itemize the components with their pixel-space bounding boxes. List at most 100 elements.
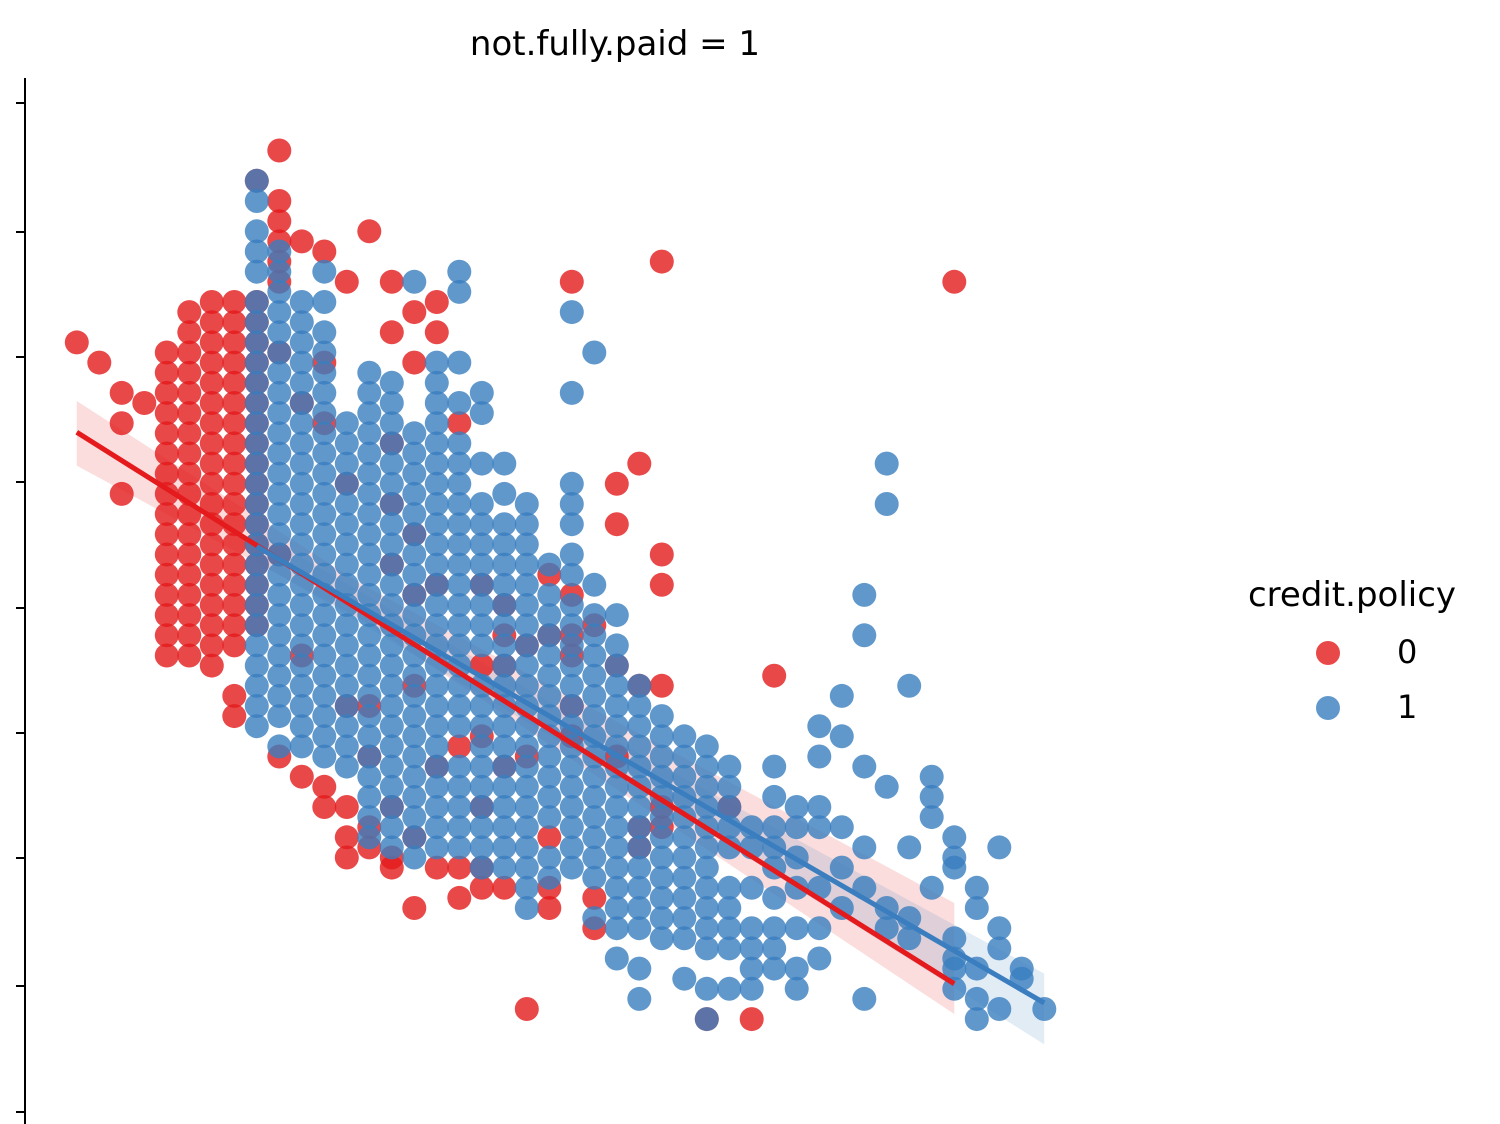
point-series-0 bbox=[267, 189, 292, 213]
point-series-1 bbox=[559, 673, 584, 698]
point-series-1 bbox=[717, 936, 742, 961]
point-series-1 bbox=[334, 451, 359, 476]
point-series-0 bbox=[177, 461, 202, 486]
point-series-1 bbox=[447, 259, 472, 284]
point-series-1 bbox=[267, 481, 292, 506]
point-series-1 bbox=[379, 370, 404, 395]
point-series-1 bbox=[267, 734, 292, 759]
point-series-1 bbox=[289, 512, 314, 537]
point-series-0 bbox=[537, 825, 562, 850]
point-series-1 bbox=[379, 815, 404, 840]
point-series-1 bbox=[447, 613, 472, 638]
point-series-1 bbox=[402, 562, 427, 587]
point-series-1 bbox=[919, 805, 944, 830]
point-series-1 bbox=[357, 502, 382, 527]
point-series-1 bbox=[717, 896, 742, 920]
point-series-0 bbox=[222, 613, 247, 638]
point-series-1 bbox=[244, 239, 269, 264]
point-series-0 bbox=[492, 875, 517, 900]
point-series-1 bbox=[289, 532, 314, 557]
point-series-0 bbox=[109, 411, 134, 436]
point-series-1 bbox=[447, 552, 472, 577]
point-series-1 bbox=[312, 724, 337, 749]
point-series-1 bbox=[402, 825, 427, 850]
point-series-1 bbox=[469, 633, 494, 658]
point-series-1 bbox=[649, 926, 674, 951]
point-series-1 bbox=[424, 795, 449, 819]
point-series-1 bbox=[672, 906, 697, 931]
point-series-1 bbox=[424, 411, 449, 436]
point-series-1 bbox=[537, 683, 562, 708]
point-series-1 bbox=[492, 795, 517, 819]
point-series-1 bbox=[919, 875, 944, 900]
point-series-1 bbox=[312, 522, 337, 547]
point-series-1 bbox=[672, 926, 697, 951]
point-series-1 bbox=[514, 492, 539, 516]
point-series-0 bbox=[199, 391, 224, 415]
regression-lines bbox=[75, 430, 1046, 1006]
point-series-1 bbox=[447, 572, 472, 597]
point-series-1 bbox=[447, 815, 472, 840]
point-series-1 bbox=[424, 694, 449, 718]
point-series-1 bbox=[379, 774, 404, 799]
point-series-1 bbox=[244, 714, 269, 739]
point-series-1 bbox=[514, 552, 539, 577]
point-series-0 bbox=[154, 562, 179, 587]
point-series-1 bbox=[492, 734, 517, 759]
point-series-1 bbox=[424, 350, 449, 375]
point-series-1 bbox=[559, 471, 584, 496]
point-series-0 bbox=[199, 593, 224, 617]
point-series-1 bbox=[694, 936, 719, 961]
point-series-1 bbox=[357, 562, 382, 587]
point-series-1 bbox=[964, 896, 989, 920]
point-series-1 bbox=[762, 916, 787, 941]
point-series-1 bbox=[582, 825, 607, 850]
point-series-1 bbox=[582, 764, 607, 789]
point-series-1 bbox=[357, 441, 382, 466]
point-series-1 bbox=[537, 865, 562, 890]
point-series-1 bbox=[334, 694, 359, 718]
point-series-1 bbox=[717, 754, 742, 779]
point-series-1 bbox=[514, 855, 539, 880]
point-series-1 bbox=[244, 694, 269, 718]
point-series-1 bbox=[649, 906, 674, 931]
point-series-0 bbox=[177, 582, 202, 607]
point-series-1 bbox=[492, 633, 517, 658]
point-series-0 bbox=[604, 512, 629, 537]
point-series-1 bbox=[424, 815, 449, 840]
point-series-1 bbox=[244, 552, 269, 577]
point-series-1 bbox=[559, 653, 584, 678]
point-series-1 bbox=[267, 502, 292, 527]
point-series-1 bbox=[267, 704, 292, 729]
regression-line-0 bbox=[75, 430, 956, 986]
point-series-1 bbox=[379, 633, 404, 658]
point-series-1 bbox=[627, 714, 652, 739]
point-series-0 bbox=[177, 421, 202, 446]
point-series-1 bbox=[514, 532, 539, 557]
point-series-1 bbox=[942, 855, 967, 880]
point-series-1 bbox=[379, 572, 404, 597]
point-series-1 bbox=[447, 593, 472, 617]
point-series-1 bbox=[514, 633, 539, 658]
point-series-1 bbox=[852, 582, 877, 607]
point-series-1 bbox=[694, 835, 719, 860]
point-series-0 bbox=[177, 401, 202, 426]
point-series-1 bbox=[334, 633, 359, 658]
point-series-1 bbox=[604, 855, 629, 880]
point-series-1 bbox=[357, 360, 382, 385]
point-series-1 bbox=[357, 401, 382, 426]
point-series-1 bbox=[379, 754, 404, 779]
point-series-0 bbox=[154, 603, 179, 628]
point-series-1 bbox=[334, 572, 359, 597]
point-series-1 bbox=[762, 956, 787, 981]
point-series-1 bbox=[604, 795, 629, 819]
point-series-1 bbox=[627, 916, 652, 941]
point-series-1 bbox=[312, 380, 337, 405]
point-series-1 bbox=[289, 694, 314, 718]
point-series-1 bbox=[582, 704, 607, 729]
point-series-1 bbox=[424, 734, 449, 759]
point-series-1 bbox=[379, 411, 404, 436]
point-series-1 bbox=[357, 704, 382, 729]
point-series-1 bbox=[244, 451, 269, 476]
point-series-1 bbox=[289, 471, 314, 496]
